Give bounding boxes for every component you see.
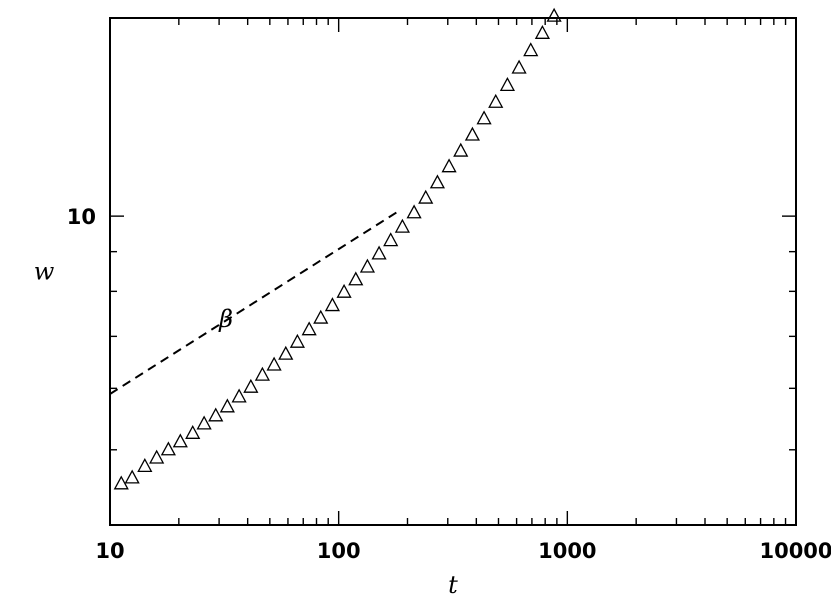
x-tick-label: 10000 [759,539,831,563]
triangle-point [464,126,481,141]
triangle-point [488,93,504,108]
triangle-point [278,345,294,360]
plot-frame [109,17,797,526]
triangle-point [219,398,235,413]
triangle-point [208,407,224,422]
triangle-point [336,283,352,298]
beta-label: β [218,305,233,333]
y-axis-title: w [34,258,55,286]
triangle-point [313,309,329,324]
triangle-point [289,333,305,348]
triangle-point [137,457,153,473]
triangle-point [185,424,201,439]
slope-guide-line [109,211,398,395]
triangle-point [546,7,562,22]
series-layer [113,7,562,490]
triangle-point [301,321,317,336]
triangle-point [441,158,457,173]
triangle-point [383,232,399,247]
y-tick-label: 10 [67,205,96,229]
triangle-point [511,59,527,74]
triangle-point [124,469,140,484]
x-tick-label: 1000 [538,539,596,563]
triangle-point [348,271,364,286]
triangle-point [453,142,469,157]
x-axis-title: t [448,571,458,599]
triangle-point [359,258,376,273]
triangle-point [371,245,387,260]
triangle-point [231,388,247,403]
x-tick-label: 100 [317,539,361,563]
triangle-point [149,449,165,464]
triangle-point [523,42,539,57]
triangle-point [418,189,434,204]
triangle-point [266,356,282,371]
guide-layer [109,211,398,395]
triangle-point [160,441,176,456]
triangle-point [254,366,271,381]
triangle-point [534,24,551,39]
triangle-point [499,76,516,92]
triangle-point [429,174,446,189]
triangle-point [196,415,212,430]
triangle-point [113,475,129,490]
triangle-point [243,378,259,393]
triangle-point [394,218,410,233]
triangle-point [406,204,422,219]
labels: 10 100 1000 10000 10 t w β [34,205,831,599]
triangle-point [172,433,188,448]
triangle-point [476,110,492,125]
triangle-point [324,297,341,312]
ticks [109,18,797,526]
x-tick-label: 10 [95,539,124,563]
